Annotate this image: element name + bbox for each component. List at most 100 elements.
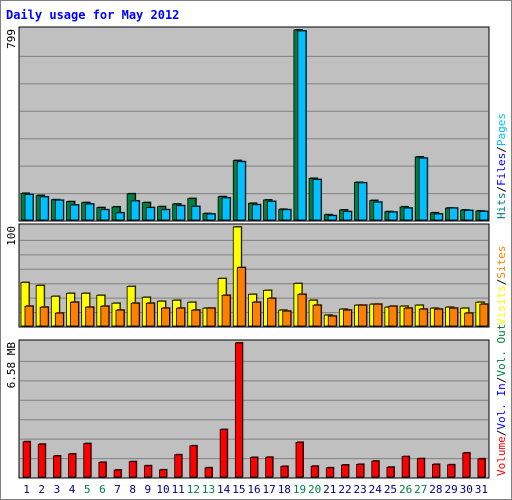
bar-volume: Volume 2: 1.61 xyxy=(37,443,46,478)
bar-volume: Volume 19: 1.7 xyxy=(295,441,304,478)
panel-top: Hits 1: 112Hits 2: 103Hits 3: 85Hits 4: … xyxy=(5,26,508,222)
bar-volume: Volume 8: 0.75 xyxy=(128,461,137,478)
bar-files: Files 18: 43 xyxy=(282,209,292,221)
day-label: 18 xyxy=(278,483,291,496)
bar-files: Files 8: 80 xyxy=(130,200,140,221)
bar-sites: Sites 29: 18 xyxy=(449,307,458,327)
bar-sites: Sites 18: 15 xyxy=(282,310,292,327)
bar-sites: Sites 4: 24 xyxy=(70,301,79,327)
bar-files: Files 13: 25 xyxy=(206,213,216,221)
day-label: 11 xyxy=(172,483,185,496)
bar-volume: Volume 5: 1.64 xyxy=(83,443,92,478)
bar-files: Files 22: 35 xyxy=(342,211,352,221)
panel-bottom: Volume 1: 1.73 Volume 2: 1.61 Volume 3: 1.… xyxy=(5,324,508,479)
bar-sites: Sites 27: 17 xyxy=(418,308,428,327)
bar-files: Files 11: 60 xyxy=(176,205,186,221)
bar-sites: Sites 7: 16 xyxy=(115,309,125,327)
panel-side-label: Hits/Files/Pages xyxy=(495,113,508,219)
bar-sites: Sites 24: 22 xyxy=(373,303,383,327)
chart-title: Daily usage for May 2012 xyxy=(6,8,179,22)
bar-files: Files 19: 795 xyxy=(297,30,307,221)
bar-sites: Sites 19: 32 xyxy=(297,293,307,327)
day-label: 24 xyxy=(369,483,383,496)
bar-volume: Volume 17: 0.97 xyxy=(265,456,274,478)
bar-volume: Volume 30: 1.18 xyxy=(462,452,471,478)
bar-files: Files 24: 75 xyxy=(373,201,383,221)
bar-volume: Volume 23: 0.62 xyxy=(356,463,365,478)
bar-files: Files 31: 36 xyxy=(479,211,489,221)
bar-sites: Sites 13: 18 xyxy=(206,307,216,327)
bar-files: Files 16: 64 xyxy=(252,204,261,221)
bar-files: Files 28: 25 xyxy=(433,213,443,221)
side-label-part: / xyxy=(495,279,508,286)
bar-volume: Volume 14: 2.33 xyxy=(219,429,228,478)
bar-sites: Sites 14: 31 xyxy=(221,294,231,327)
bar-volume: Volume 27: 0.9 xyxy=(416,458,425,478)
bar-volume: Volume 21: 0.45 xyxy=(325,467,334,478)
bar-volume: Volume 7: 0.34 xyxy=(113,469,122,478)
day-label: 25 xyxy=(384,483,397,496)
side-label-part: Hits xyxy=(495,193,508,220)
panel-background xyxy=(18,26,490,222)
bar-files: Files 17: 78 xyxy=(267,201,276,221)
day-label: 14 xyxy=(217,483,231,496)
bar-sites: Sites 11: 18 xyxy=(176,307,186,327)
day-label: 30 xyxy=(460,483,473,496)
panel-side-label: Visits/Sites xyxy=(495,246,508,326)
day-label: 1 xyxy=(23,483,30,496)
bar-sites: Sites 8: 23 xyxy=(130,302,140,327)
bar-files: Files 3: 83 xyxy=(54,199,64,221)
bar-files: Files 27: 260 xyxy=(418,157,428,221)
bar-files: Files 30: 40 xyxy=(464,210,474,221)
bar-files: Files 15: 245 xyxy=(236,161,246,221)
bar-sites: Sites 17: 28 xyxy=(267,297,276,327)
bar-sites: Sites 21: 10 xyxy=(327,315,337,327)
side-label-part: Vol. In xyxy=(495,383,508,429)
bar-sites: Sites 25: 20 xyxy=(388,305,398,327)
day-label: 22 xyxy=(338,483,351,496)
bar-volume: Volume 9: 0.55 xyxy=(143,465,152,478)
day-label: 8 xyxy=(129,483,136,496)
bar-volume: Volume 12: 1.53 xyxy=(189,445,198,478)
bar-sites: Sites 9: 23 xyxy=(145,302,155,327)
day-label: 26 xyxy=(399,483,412,496)
day-label: 5 xyxy=(84,483,91,496)
day-label: 28 xyxy=(429,483,442,496)
panel-max-label: 100 xyxy=(5,226,18,246)
bar-volume: Volume 11: 1.09 xyxy=(174,454,183,478)
bar-volume: Volume 10: 0.35 xyxy=(159,469,167,478)
bar-files: Files 5: 67 xyxy=(85,203,95,221)
bar-files: Files 26: 50 xyxy=(403,207,413,221)
bar-files: Files 12: 57 xyxy=(191,206,201,221)
day-labels: 1 2 3 4 5 6 7 8 9 10 11 12 13 14 15 16 17 18 19 20 21 22 23 24 2… xyxy=(23,483,488,496)
side-label-part: Pages xyxy=(495,113,508,146)
bar-volume: Volume 6: 0.72 xyxy=(98,461,107,478)
bar-files: Files 23: 156 xyxy=(358,182,367,221)
bar-sites: Sites 1: 20 xyxy=(24,305,34,327)
bar-volume: Volume 24: 0.78 xyxy=(371,460,380,478)
day-label: 4 xyxy=(69,483,76,496)
bar-files: Files 7: 30 xyxy=(115,212,125,221)
bar-volume: Volume 31: 0.89 xyxy=(477,458,486,478)
bar-volume: Volume 16: 0.96 xyxy=(250,457,258,478)
panel-side-label: Volume/Vol. In/Vol. Out xyxy=(495,324,508,476)
bar-files: Files 25: 33 xyxy=(388,211,398,221)
bar-volume: Volume 22: 0.59 xyxy=(341,464,349,478)
bar-volume: Volume 25: 0.48 xyxy=(386,466,395,478)
bar-sites: Sites 10: 18 xyxy=(161,307,170,327)
bar-files: Files 14: 93 xyxy=(221,197,231,221)
day-label: 15 xyxy=(232,483,245,496)
panels-layer: Hits 1: 112Hits 2: 103Hits 3: 85Hits 4: … xyxy=(5,26,508,479)
day-label: 20 xyxy=(308,483,321,496)
bar-sites: Sites 26: 18 xyxy=(403,307,413,327)
day-label: 6 xyxy=(99,483,106,496)
bar-volume: Volume 4: 1.13 xyxy=(68,453,76,478)
day-label: 2 xyxy=(38,483,45,496)
day-label: 23 xyxy=(354,483,367,496)
bar-files: Files 6: 43 xyxy=(100,209,110,221)
day-label: 19 xyxy=(293,483,306,496)
bar-sites: Sites 16: 24 xyxy=(252,301,261,327)
bar-volume: Volume 20: 0.53 xyxy=(310,465,319,478)
bar-sites: Sites 15: 59 xyxy=(236,267,246,327)
